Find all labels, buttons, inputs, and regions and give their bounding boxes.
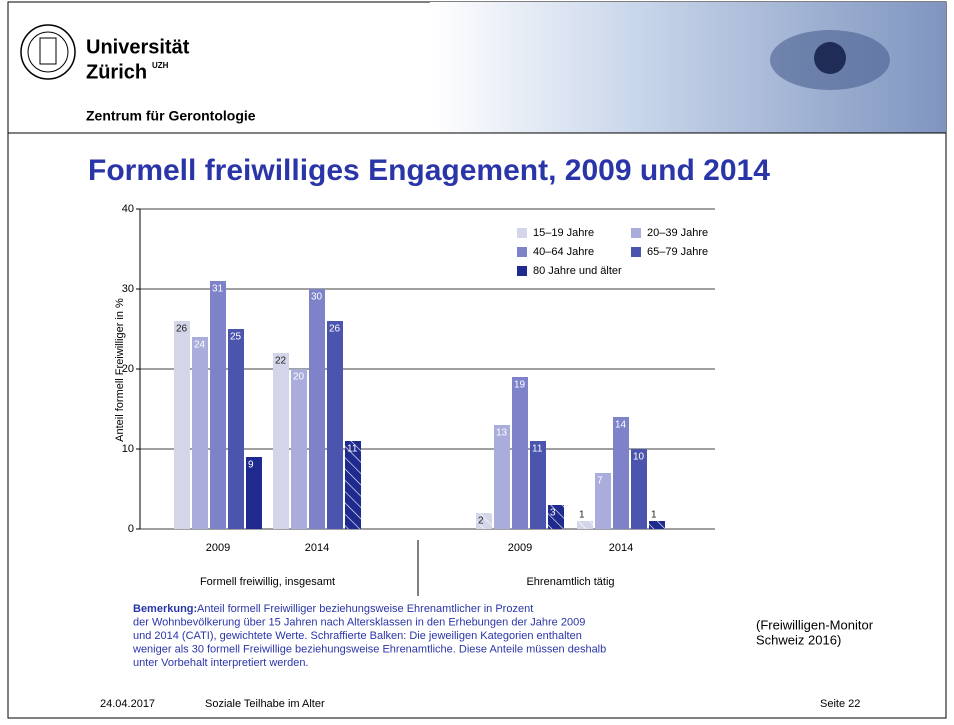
bar — [327, 321, 343, 529]
bar-hatch — [548, 505, 564, 529]
value-label: 19 — [514, 380, 526, 391]
bar — [494, 425, 510, 529]
university-sup: UZH — [152, 61, 169, 70]
value-label: 9 — [248, 460, 254, 471]
bar — [228, 329, 244, 529]
x-tick-label: 2014 — [609, 542, 633, 554]
value-label: 10 — [633, 452, 645, 463]
x-tick-label: 2009 — [206, 542, 230, 554]
value-label: 1 — [651, 510, 657, 521]
bar — [174, 321, 190, 529]
header-image-pupil — [814, 42, 846, 74]
bar — [613, 417, 629, 529]
university-city: Zürich — [86, 61, 147, 83]
legend-label: 15–19 Jahre — [533, 227, 594, 239]
department: Zentrum für Gerontologie — [86, 108, 256, 124]
university-name: Universität — [86, 36, 190, 58]
bar — [512, 377, 528, 529]
legend-swatch — [631, 247, 641, 257]
bar — [309, 289, 325, 529]
footer-date: 24.04.2017 — [100, 698, 155, 710]
y-tick-label: 10 — [122, 443, 134, 455]
value-label: 14 — [615, 420, 627, 431]
remark-line: der Wohnbevölkerung über 15 Jahren nach … — [133, 616, 585, 628]
value-label: 13 — [496, 428, 508, 439]
legend-label: 20–39 Jahre — [647, 227, 708, 239]
legend-swatch — [517, 247, 527, 257]
bar — [595, 473, 611, 529]
value-label: 1 — [579, 510, 585, 521]
value-label: 25 — [230, 332, 242, 343]
bar-hatch — [345, 441, 361, 529]
logo — [20, 24, 76, 80]
value-label: 7 — [597, 476, 603, 487]
value-label: 24 — [194, 340, 206, 351]
source: Schweiz 2016) — [756, 632, 841, 647]
bar — [210, 281, 226, 529]
bar — [631, 449, 647, 529]
remark-line: und 2014 (CATI), gewichtete Werte. Schra… — [133, 630, 582, 642]
remark-label: Bemerkung: — [133, 603, 197, 615]
slide-title: Formell freiwilliges Engagement, 2009 un… — [88, 154, 770, 187]
y-tick-label: 40 — [122, 203, 134, 215]
legend-label: 65–79 Jahre — [647, 246, 708, 258]
value-label: 2 — [478, 516, 484, 527]
y-tick-label: 20 — [122, 363, 134, 375]
remark-line: Anteil formell Freiwilliger beziehungswe… — [197, 603, 533, 615]
x-tick-label: 2009 — [508, 542, 532, 554]
value-label: 26 — [329, 324, 341, 335]
value-label: 11 — [347, 444, 358, 455]
remark-line: weniger als 30 formell Freiwillige bezie… — [132, 643, 606, 655]
y-axis-label: Anteil formell Freiwilliger in % — [114, 298, 126, 442]
logo-inner — [27, 31, 69, 73]
value-label: 3 — [550, 508, 556, 519]
source: (Freiwilligen-Monitor — [756, 617, 874, 632]
y-tick-label: 0 — [128, 523, 134, 535]
value-label: 26 — [176, 324, 188, 335]
bar — [192, 337, 208, 529]
value-label: 31 — [212, 284, 224, 295]
legend-swatch — [631, 228, 641, 238]
remark-line: unter Vorbehalt interpretiert werden. — [133, 657, 309, 669]
footer-page: Seite 22 — [820, 698, 860, 710]
y-tick-label: 30 — [122, 283, 134, 295]
bar — [273, 353, 289, 529]
bar — [530, 441, 546, 529]
bar-hatch — [649, 521, 665, 529]
section-label: Ehrenamtlich tätig — [526, 576, 614, 588]
value-label: 22 — [275, 356, 287, 367]
bar-hatch — [577, 521, 593, 529]
bar — [246, 457, 262, 529]
legend-label: 40–64 Jahre — [533, 246, 594, 258]
legend-swatch — [517, 228, 527, 238]
value-label: 30 — [311, 292, 323, 303]
x-tick-label: 2014 — [305, 542, 329, 554]
legend-swatch — [517, 266, 527, 276]
logo-tower — [39, 37, 57, 65]
footer-topic: Soziale Teilhabe im Alter — [205, 698, 325, 710]
legend-label: 80 Jahre und älter — [533, 265, 622, 277]
bar — [291, 369, 307, 529]
section-label: Formell freiwillig, insgesamt — [200, 576, 335, 588]
value-label: 20 — [293, 372, 305, 383]
value-label: 11 — [532, 444, 543, 455]
bar-hatch — [476, 513, 492, 529]
